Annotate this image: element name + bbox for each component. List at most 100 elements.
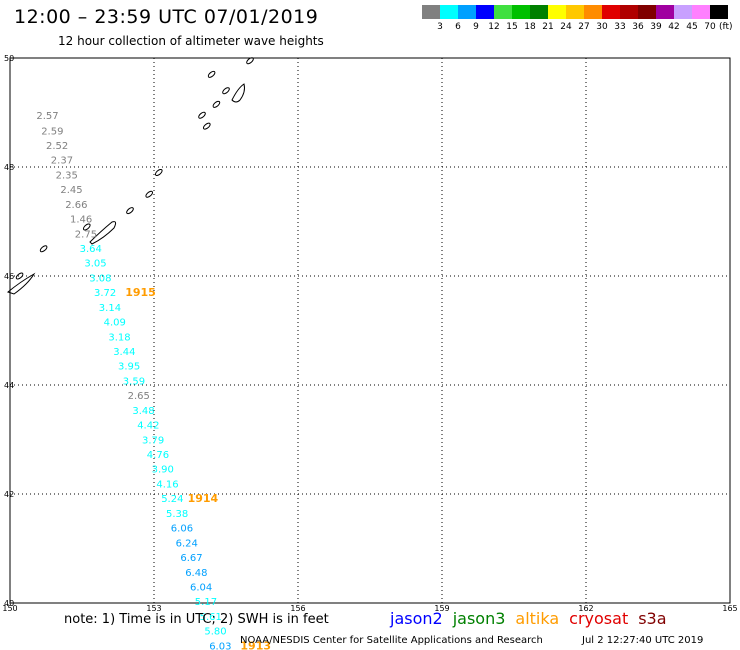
legend-label: 39 bbox=[650, 22, 662, 32]
swh-data-label: 2.57 bbox=[36, 111, 58, 122]
coastline-island bbox=[231, 83, 245, 103]
swh-data-label: 4.16 bbox=[156, 479, 178, 490]
swh-data-label: 5.61 bbox=[200, 612, 222, 623]
coastline-island bbox=[15, 272, 24, 280]
swh-data-label: 5.38 bbox=[166, 509, 188, 520]
legend-swatch bbox=[566, 5, 584, 19]
swh-data-label: 3.14 bbox=[99, 303, 121, 314]
satellite-name: s3a bbox=[638, 609, 667, 628]
swh-data-label: 3.48 bbox=[132, 406, 154, 417]
legend-swatch bbox=[656, 5, 674, 19]
legend-unit: (ft) bbox=[719, 22, 733, 32]
legend-swatch bbox=[512, 5, 530, 19]
legend-label: 36 bbox=[632, 22, 644, 32]
legend-swatch bbox=[638, 5, 656, 19]
coastline-island bbox=[212, 100, 221, 108]
satellite-name: altika bbox=[515, 609, 560, 628]
swh-data-label: 5.24 bbox=[161, 494, 183, 505]
legend-swatch bbox=[692, 5, 710, 19]
legend-swatch bbox=[620, 5, 638, 19]
coastline-island bbox=[89, 221, 117, 245]
x-tick-label: 153 bbox=[146, 604, 161, 613]
pass-time-label: 1914 bbox=[188, 492, 219, 505]
swh-data-label: 6.48 bbox=[185, 568, 207, 579]
legend-label: 3 bbox=[437, 22, 443, 32]
legend-swatch bbox=[674, 5, 692, 19]
swh-data-label: 4.76 bbox=[147, 450, 169, 461]
coastline-island bbox=[6, 272, 36, 295]
satellite-name: jason2 bbox=[390, 609, 443, 628]
swh-data-label: 3.79 bbox=[142, 435, 164, 446]
legend-label: 42 bbox=[668, 22, 680, 32]
y-tick-label: 46 bbox=[4, 272, 14, 281]
y-tick-label: 40 bbox=[4, 599, 14, 608]
legend-swatch bbox=[584, 5, 602, 19]
y-tick-label: 42 bbox=[4, 490, 14, 499]
swh-data-label: 3.05 bbox=[84, 259, 106, 270]
pass-time-label: 1915 bbox=[125, 286, 156, 299]
legend-label: 12 bbox=[488, 22, 500, 32]
y-tick-label: 44 bbox=[4, 381, 14, 390]
swh-data-label: 5.17 bbox=[195, 597, 217, 608]
legend-label: 33 bbox=[614, 22, 626, 32]
swh-data-label: 2.65 bbox=[128, 391, 150, 402]
swh-data-label: 2.45 bbox=[60, 185, 82, 196]
swh-data-label: 3.90 bbox=[152, 465, 174, 476]
legend-swatch bbox=[710, 5, 728, 19]
satellite-name: cryosat bbox=[569, 609, 629, 628]
swh-data-label: 1.46 bbox=[70, 215, 92, 226]
coastline-island bbox=[154, 168, 163, 176]
y-tick-label: 48 bbox=[4, 163, 14, 172]
legend-label: 15 bbox=[506, 22, 518, 32]
x-tick-label: 150 bbox=[2, 604, 17, 613]
legend-swatch bbox=[476, 5, 494, 19]
legend-swatch bbox=[458, 5, 476, 19]
swh-data-label: 4.09 bbox=[104, 318, 126, 329]
coastline-island bbox=[202, 122, 211, 130]
legend-swatch bbox=[494, 5, 512, 19]
swh-data-label: 6.24 bbox=[176, 538, 198, 549]
swh-data-label: 3.18 bbox=[108, 332, 130, 343]
swh-data-label: 2.75 bbox=[75, 229, 97, 240]
swh-data-label: 2.35 bbox=[56, 170, 78, 181]
coastline-island bbox=[126, 207, 134, 215]
coastline-island bbox=[145, 190, 154, 198]
swh-data-label: 2.52 bbox=[46, 141, 68, 152]
swh-data-label: 6.03 bbox=[209, 641, 231, 650]
swh-data-label: 3.44 bbox=[113, 347, 135, 358]
swh-data-label: 6.06 bbox=[171, 524, 193, 535]
swh-data-label: 6.67 bbox=[180, 553, 202, 564]
credit-text: NOAA/NESDIS Center for Satellite Applica… bbox=[240, 635, 543, 646]
swh-data-label: 3.72 bbox=[94, 288, 116, 299]
legend-swatch bbox=[422, 5, 440, 19]
swh-data-label: 2.66 bbox=[65, 200, 87, 211]
swh-data-label: 2.37 bbox=[51, 156, 73, 167]
legend-swatch bbox=[602, 5, 620, 19]
pass-time-label: 1913 bbox=[240, 639, 271, 650]
legend-label: 27 bbox=[578, 22, 590, 32]
x-tick-label: 165 bbox=[722, 604, 737, 613]
satellite-name: jason3 bbox=[452, 609, 506, 628]
legend-label: 45 bbox=[686, 22, 698, 32]
swh-data-label: 5.80 bbox=[204, 627, 226, 638]
legend-label: 30 bbox=[596, 22, 608, 32]
swh-data-label: 6.04 bbox=[190, 582, 212, 593]
chart-subtitle: 12 hour collection of altimeter wave hei… bbox=[58, 34, 324, 48]
footnote: note: 1) Time is in UTC; 2) SWH is in fe… bbox=[64, 612, 329, 627]
swh-data-label: 2.59 bbox=[41, 126, 63, 137]
swh-data-label: 4.42 bbox=[137, 421, 159, 432]
satellite-legend: jason2 jason3 altika cryosat s3a bbox=[390, 609, 677, 628]
chart-title: 12:00 – 23:59 UTC 07/01/2019 bbox=[14, 6, 319, 28]
legend-label: 9 bbox=[473, 22, 479, 32]
coastline-island bbox=[207, 70, 216, 78]
y-tick-label: 50 bbox=[4, 54, 14, 63]
legend-swatch bbox=[530, 5, 548, 19]
swh-data-label: 3.59 bbox=[123, 376, 145, 387]
map-frame bbox=[9, 57, 731, 604]
legend-label: 24 bbox=[560, 22, 572, 32]
coastline-island bbox=[198, 111, 206, 119]
legend-swatch bbox=[440, 5, 458, 19]
swh-data-label: 3.95 bbox=[118, 362, 140, 373]
legend-label: 6 bbox=[455, 22, 461, 32]
